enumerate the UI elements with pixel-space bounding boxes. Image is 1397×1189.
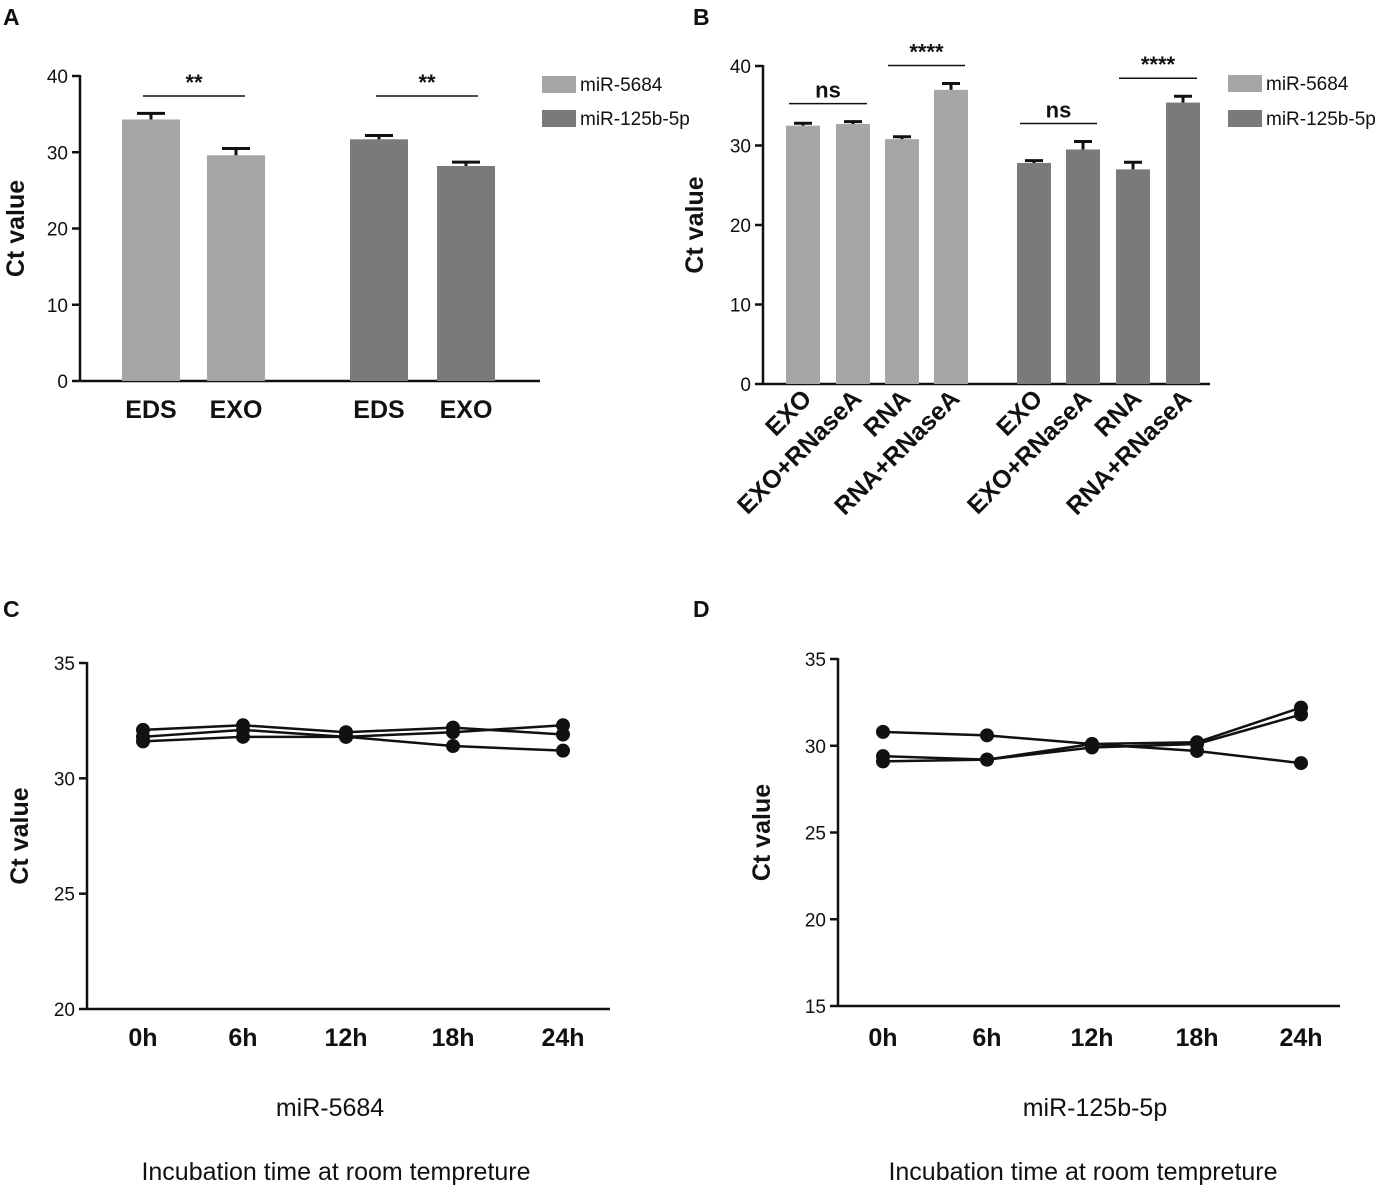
x-tick-label-d: 18h — [1175, 1024, 1218, 1052]
significance-marker: **** — [909, 39, 944, 64]
y-tick-label-d: 15 — [805, 997, 826, 1018]
data-point — [980, 752, 994, 767]
category-label: EDS — [353, 396, 404, 424]
chart-title-d: miR-125b-5p — [1023, 1094, 1168, 1122]
bar — [1066, 149, 1100, 384]
y-tick-label-c: 30 — [54, 769, 75, 790]
data-point — [556, 718, 570, 733]
x-tick-label-c: 24h — [541, 1024, 584, 1052]
bar — [1017, 162, 1051, 384]
panel-label-b: B — [693, 4, 710, 30]
legend-label-b: miR-5684 — [1266, 74, 1349, 95]
bar — [836, 124, 870, 384]
data-point — [556, 743, 570, 758]
y-tick-label-b: 40 — [730, 57, 751, 78]
significance-marker: ns — [1046, 98, 1072, 123]
significance-marker: ** — [418, 70, 436, 95]
bar — [122, 119, 180, 382]
x-axis-label-c: Incubation time at room tempreture — [141, 1158, 530, 1186]
x-tick-label-d: 0h — [868, 1024, 897, 1052]
y-tick-label-b: 0 — [740, 375, 751, 396]
bar — [1116, 169, 1150, 384]
x-tick-label-c: 6h — [228, 1024, 257, 1052]
data-point — [236, 729, 250, 744]
legend-label-a: miR-125b-5p — [580, 109, 690, 130]
legend-label-b: miR-125b-5p — [1266, 109, 1376, 130]
significance-marker: ns — [815, 78, 841, 103]
y-axis-label-d: Ct value — [748, 784, 776, 881]
bar — [786, 125, 820, 384]
bar — [885, 139, 919, 384]
data-point — [339, 729, 353, 744]
bar — [207, 155, 265, 381]
y-tick-label-c: 25 — [54, 885, 75, 906]
y-tick-label-d: 30 — [805, 737, 826, 758]
legend-swatch-b — [1228, 75, 1262, 92]
data-point — [446, 739, 460, 754]
significance-marker: **** — [1141, 52, 1176, 77]
data-point — [876, 724, 890, 739]
x-tick-label-c: 12h — [324, 1024, 367, 1052]
y-tick-label-b: 20 — [730, 216, 751, 237]
x-tick-label-d: 12h — [1070, 1024, 1113, 1052]
x-tick-label-d: 24h — [1279, 1024, 1322, 1052]
data-point — [980, 728, 994, 743]
category-label: EXO — [440, 396, 493, 424]
data-point — [136, 734, 150, 749]
y-tick-label-d: 25 — [805, 824, 826, 845]
legend-swatch-b — [1228, 110, 1262, 127]
bar — [437, 165, 495, 381]
legend-swatch-a — [542, 76, 576, 93]
panel-label-c: C — [3, 596, 20, 622]
significance-marker: ** — [185, 70, 203, 95]
y-tick-label-c: 35 — [54, 654, 75, 675]
x-tick-label-c: 18h — [431, 1024, 474, 1052]
x-tick-label-d: 6h — [972, 1024, 1001, 1052]
bar — [934, 89, 968, 384]
y-axis-label-b: Ct value — [681, 176, 709, 273]
y-tick-label-a: 20 — [47, 220, 68, 241]
data-point — [446, 725, 460, 740]
category-label: EXO — [210, 396, 263, 424]
legend-swatch-a — [542, 110, 576, 127]
y-tick-label-c: 20 — [54, 1000, 75, 1021]
data-point — [1294, 756, 1308, 771]
series-line — [142, 735, 564, 752]
bar — [1166, 102, 1200, 384]
x-tick-label-c: 0h — [128, 1024, 157, 1052]
y-tick-label-a: 30 — [47, 143, 68, 164]
panel-label-d: D — [693, 596, 710, 622]
y-axis-label-c: Ct value — [6, 787, 34, 884]
data-point — [1085, 740, 1099, 755]
y-tick-label-a: 10 — [47, 296, 68, 317]
y-tick-label-d: 35 — [805, 650, 826, 671]
y-tick-label-a: 40 — [47, 67, 68, 88]
data-point — [1294, 707, 1308, 722]
chart-title-c: miR-5684 — [276, 1094, 384, 1122]
y-tick-label-b: 10 — [730, 296, 751, 317]
y-tick-label-a: 0 — [57, 372, 68, 393]
data-point — [876, 754, 890, 769]
x-axis-label-d: Incubation time at room tempreture — [888, 1158, 1277, 1186]
y-tick-label-d: 20 — [805, 910, 826, 931]
bar — [350, 139, 408, 381]
data-point — [1190, 737, 1204, 752]
category-label: EDS — [125, 396, 176, 424]
panel-label-a: A — [3, 4, 20, 30]
legend-label-a: miR-5684 — [580, 75, 663, 96]
y-tick-label-b: 30 — [730, 137, 751, 158]
y-axis-label-a: Ct value — [2, 180, 30, 277]
